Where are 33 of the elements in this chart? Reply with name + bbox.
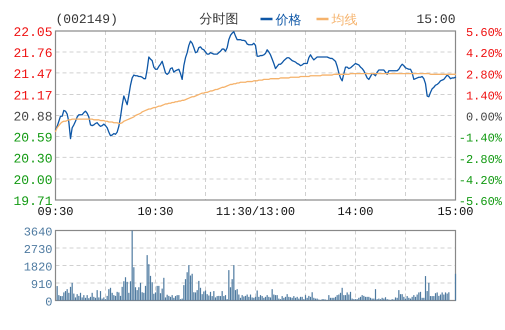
y-tick-label: 910 xyxy=(30,278,52,292)
y-tick-label: 20.88 xyxy=(13,110,52,124)
x-tick-label: 10:30 xyxy=(137,205,174,219)
chart-title: (002149) xyxy=(56,12,118,27)
chart-subtitle: 分时图 xyxy=(200,12,238,27)
line-series xyxy=(54,72,456,132)
y-tick-label: 21.17 xyxy=(13,88,52,104)
y2-tick-label: 0.00% xyxy=(466,110,503,124)
y-tick-label: 20.30 xyxy=(13,151,52,166)
y2-tick-label: -1.40% xyxy=(458,132,503,146)
y2-tick-label: 4.20% xyxy=(466,47,503,62)
y-tick-label: 20.00 xyxy=(13,173,52,188)
y-tick-label: 1820 xyxy=(24,260,52,274)
x-tick-label: 11:30/13:00 xyxy=(216,205,296,219)
y-tick-label: 2730 xyxy=(24,243,52,257)
y-tick-label: 22.05 xyxy=(13,25,52,40)
x-tick-label: 09:30 xyxy=(37,205,74,219)
text: 15:00 xyxy=(416,12,456,27)
y2-tick-label: -4.20% xyxy=(458,174,503,188)
y2-tick-label: 5.60% xyxy=(466,26,503,40)
y-tick-label: 21.76 xyxy=(13,46,52,61)
y2-tick-label: -2.80% xyxy=(458,152,503,167)
y-tick-label: 0 xyxy=(45,296,52,310)
y-tick-label: 3640 xyxy=(24,226,52,240)
y-tick-label: 20.59 xyxy=(13,130,52,146)
legend-label: 均线 xyxy=(330,13,358,28)
y2-tick-label: 2.80% xyxy=(466,68,503,82)
line-series xyxy=(54,31,456,140)
x-tick-label: 14:00 xyxy=(337,205,374,219)
y-tick-label: 21.47 xyxy=(13,66,52,82)
y2-tick-label: 1.40% xyxy=(466,89,503,104)
x-tick-label: 15:00 xyxy=(437,205,474,219)
legend-label: 价格 xyxy=(274,13,302,28)
